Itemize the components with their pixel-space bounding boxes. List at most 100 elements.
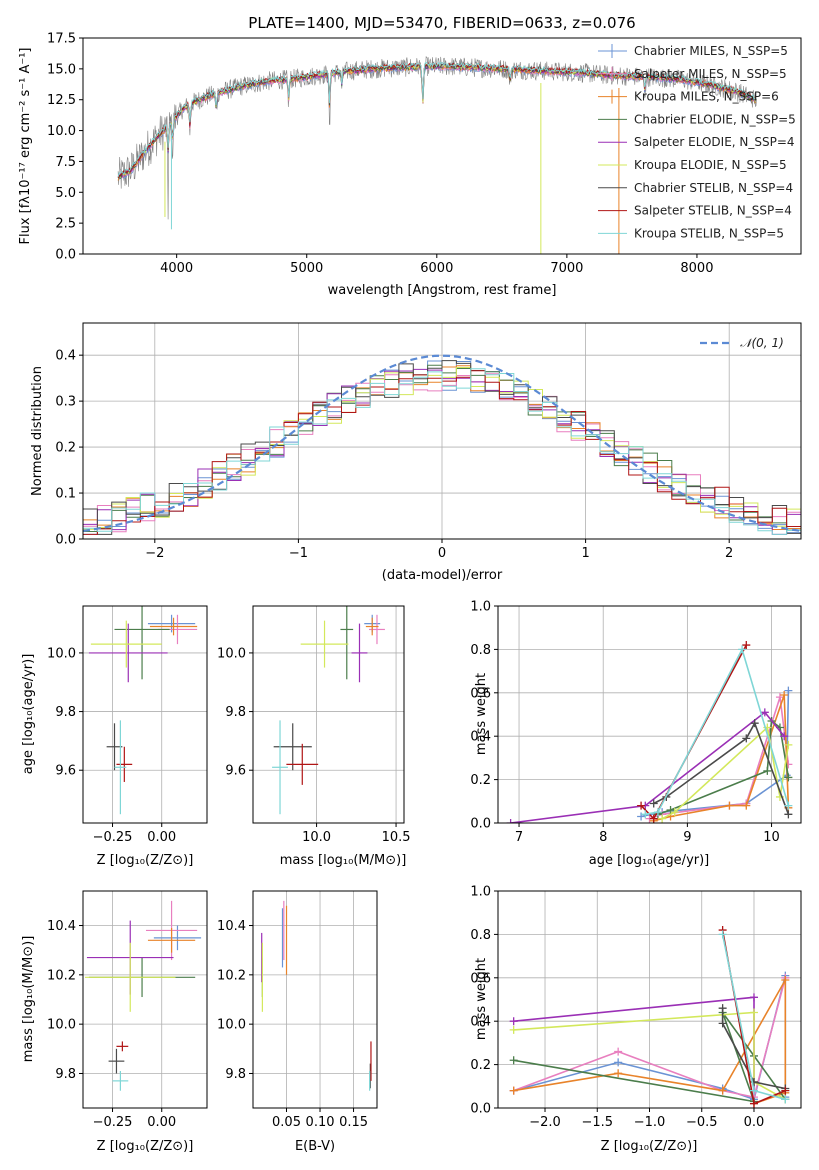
y-tick-label: 0.4 — [470, 1015, 491, 1030]
y-tick-label: 0.4 — [55, 349, 76, 364]
y-tick-label: 10.0 — [47, 1018, 76, 1033]
spectrum-title: PLATE=1400, MJD=53470, FIBERID=0633, z=0… — [248, 14, 635, 32]
mass-age-xlabel: mass [log₁₀(M/M⊙)] — [280, 853, 407, 868]
y-tick-label: 17.5 — [47, 32, 76, 47]
x-tick-label: 0.0 — [744, 1115, 765, 1130]
weight-marker — [749, 1008, 758, 1017]
x-tick-label: 2 — [725, 546, 733, 561]
x-tick-label: −0.5 — [686, 1115, 718, 1130]
weight-marker — [750, 719, 759, 728]
legend-label: Salpeter ELODIE, N_SSP=4 — [634, 135, 795, 149]
weight-marker — [641, 810, 650, 819]
y-tick-label: 0.2 — [470, 773, 491, 788]
weight-marker — [749, 1086, 758, 1095]
y-tick-label: 0.8 — [470, 928, 491, 943]
weight-marker — [780, 732, 789, 741]
weight-marker — [749, 1077, 758, 1086]
weight-line-kroupa-miles — [653, 694, 790, 822]
x-tick-label: 8 — [599, 830, 607, 845]
axes-frame — [82, 605, 208, 824]
z-weight-xlabel: Z [log₁₀(Z/Z⊙)] — [601, 1139, 698, 1154]
x-tick-label: 0.10 — [306, 1115, 335, 1130]
spectrum-xlabel: wavelength [Angstrom, rest frame] — [328, 283, 557, 298]
errorbar-group — [88, 606, 198, 815]
histogram-salpeter-elodie — [83, 368, 801, 539]
legend-label: Kroupa ELODIE, N_SSP=5 — [634, 158, 787, 172]
y-tick-label: 10.0 — [217, 646, 246, 661]
axes-frame — [252, 605, 405, 824]
y-tick-label: 0.2 — [55, 441, 76, 456]
x-tick-label: −1.5 — [581, 1115, 613, 1130]
weight-marker — [749, 993, 758, 1002]
x-tick-label: −1 — [289, 546, 308, 561]
x-tick-label: 10 — [763, 830, 780, 845]
y-tick-label: 9.8 — [55, 1067, 76, 1082]
y-tick-label: 0.0 — [470, 1102, 491, 1117]
y-tick-label: 0.0 — [470, 817, 491, 832]
y-tick-label: 0.0 — [55, 248, 76, 263]
legend-label: 𝒩(0, 1) — [740, 336, 784, 350]
weight-marker — [742, 801, 751, 810]
weight-marker — [649, 799, 658, 808]
y-tick-label: 1.0 — [470, 600, 491, 615]
histogram-group — [83, 354, 801, 539]
y-tick-label: 1.0 — [470, 885, 491, 900]
weight-marker — [749, 1099, 758, 1108]
legend-label: Kroupa MILES, N_SSP=6 — [634, 90, 779, 104]
y-tick-label: 9.8 — [225, 1067, 246, 1082]
x-tick-label: 8000 — [680, 261, 713, 276]
legend-label: Kroupa STELIB, N_SSP=5 — [634, 226, 784, 240]
histogram-kroupa-stelib — [83, 368, 801, 539]
weight-marker — [506, 819, 515, 823]
residual-panel: −2 −1 0 1 2 0.0 0.1 0.2 0.3 0.4 — [55, 322, 802, 561]
weight-marker — [718, 1019, 727, 1028]
y-tick-label: 0.8 — [470, 643, 491, 658]
weight-marker — [780, 690, 789, 699]
x-tick-label: −0.25 — [93, 1115, 133, 1130]
axes-frame — [82, 37, 802, 255]
weight-marker — [784, 801, 793, 810]
z-mass-panel: −0.25 0.00 9.8 10.0 10.2 10.4 — [47, 890, 208, 1130]
z-weight-panel: −2.0 −1.5 −1.0 −0.5 0.0 0.0 0.2 0.4 0.6 0.8 1.0 — [470, 885, 802, 1130]
age-weight-ylabel: mass weight — [474, 673, 489, 755]
z-mass-xlabel: Z [log₁₀(Z/Z⊙)] — [97, 1139, 194, 1154]
weight-marker — [637, 801, 646, 810]
y-tick-label: 15.0 — [47, 62, 76, 77]
y-tick-label: 9.8 — [225, 705, 246, 720]
weight-line-chabrier-stelib — [721, 1008, 786, 1090]
spectrum-panel: 4000 5000 6000 7000 8000 0.0 2.5 5.0 7.5 10.0 12.5… — [47, 32, 802, 276]
x-tick-label: 7 — [515, 830, 523, 845]
legend-label: Salpeter MILES, N_SSP=5 — [634, 67, 787, 81]
y-tick-label: 10.2 — [47, 968, 76, 983]
x-tick-label: 5000 — [290, 261, 323, 276]
weight-marker — [509, 1086, 518, 1095]
spectrum-legend: Chabrier MILES, N_SSP=5 Salpeter MILES, N… — [598, 44, 796, 240]
weight-marker — [784, 810, 793, 819]
grid-and-ticks: −0.25 0.00 9.8 10.0 10.2 10.4 — [47, 891, 207, 1130]
weight-lines-group — [509, 926, 790, 1108]
model-line-kroupa-stelib — [117, 61, 757, 178]
weight-line-salpeter-miles — [649, 696, 790, 820]
weight-marker — [614, 1047, 623, 1056]
weight-marker — [718, 1086, 727, 1095]
weight-marker — [666, 805, 675, 814]
y-tick-label: 0.6 — [470, 686, 491, 701]
x-tick-label: 6000 — [420, 261, 453, 276]
y-tick-label: 9.8 — [55, 705, 76, 720]
y-tick-label: 0.4 — [470, 730, 491, 745]
weight-marker — [763, 766, 772, 775]
x-tick-label: 7000 — [550, 261, 583, 276]
y-tick-label: 10.0 — [217, 1018, 246, 1033]
residual-legend: 𝒩(0, 1) — [700, 336, 784, 350]
ebv-mass-xlabel: E(B-V) — [295, 1139, 335, 1154]
weight-marker — [614, 1058, 623, 1067]
y-tick-label: 0.6 — [470, 971, 491, 986]
y-tick-label: 0.2 — [470, 1058, 491, 1073]
x-tick-label: 4000 — [160, 261, 193, 276]
weight-marker — [781, 1095, 790, 1104]
z-age-panel: −0.25 0.00 9.6 9.8 10.0 — [47, 605, 208, 845]
x-tick-label: 10.0 — [302, 830, 331, 845]
histogram-chabrier-stelib — [83, 360, 801, 539]
y-tick-label: 10.4 — [217, 919, 246, 934]
